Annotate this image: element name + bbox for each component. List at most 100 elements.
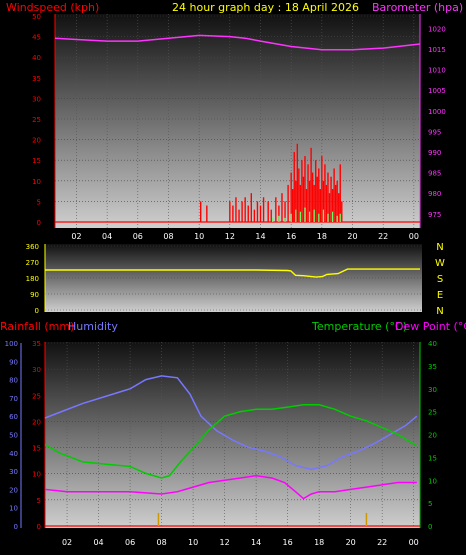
windspeed-tick-35: 35 [32, 75, 41, 83]
windspeed-tick-0: 0 [37, 219, 41, 227]
x-tick-label-10: 10 [188, 538, 198, 547]
x-tick-label-22: 22 [377, 538, 387, 547]
barometer-tick-985: 985 [428, 170, 441, 178]
humidity-tick-10: 10 [9, 505, 18, 513]
temperature-tick-0: 0 [428, 523, 432, 531]
barometer-tick-1000: 1000 [428, 108, 446, 116]
direction-tick-0: 0 [35, 307, 39, 315]
barometer-tick-1010: 1010 [428, 67, 446, 75]
windspeed-tick-40: 40 [32, 54, 41, 62]
temperature-axis: 0 5 10 15 20 25 30 35 40 [419, 340, 437, 531]
barometer-axis: 975 980 985 990 995 1000 1005 1010 1015 1020 [419, 14, 446, 228]
direction-tick-180: 180 [26, 275, 39, 283]
compass-label-W-1: W [435, 258, 445, 269]
windspeed-tick-5: 5 [37, 198, 41, 206]
barometer-tick-1020: 1020 [428, 25, 446, 33]
wind-direction-line [45, 268, 420, 278]
rainfall-tick-25: 25 [32, 392, 41, 400]
humidity-tick-40: 40 [9, 450, 18, 458]
x-tick-label-22: 22 [378, 232, 388, 241]
chart-title: 24 hour graph day : 18 April 2026 [172, 1, 359, 14]
x-tick-label-18: 18 [314, 538, 324, 547]
x-tick-label-00: 00 [409, 232, 419, 241]
temperature-tick-25: 25 [428, 409, 437, 417]
x-tick-label-12: 12 [220, 538, 230, 547]
temperature-line [44, 404, 418, 479]
temperature-tick-15: 15 [428, 454, 437, 462]
barometer-tick-980: 980 [428, 190, 441, 198]
temperature-tick-5: 5 [428, 500, 432, 508]
temperature-tick-30: 30 [428, 386, 437, 394]
dewpoint-line [44, 474, 417, 500]
barometer-tick-1015: 1015 [428, 46, 446, 54]
humidity-tick-20: 20 [9, 486, 18, 494]
barometer-axis-title: Barometer (hpa) [372, 1, 463, 14]
humidity-axis-title: Humidity [68, 320, 118, 333]
x-axis-panel-3: 02 04 06 08 10 12 14 16 18 20 22 00 [62, 538, 419, 547]
x-tick-label-14: 14 [255, 232, 265, 241]
humidity-tick-90: 90 [9, 358, 18, 366]
rainfall-tick-30: 30 [32, 366, 41, 374]
barometer-tick-990: 990 [428, 149, 441, 157]
humidity-tick-30: 30 [9, 468, 18, 476]
rain-humidity-temp-panel: 0 10 20 30 40 50 60 70 80 90 100 0 5 10 15 20 25 30 35 0 5… [5, 340, 437, 547]
direction-tick-360: 360 [26, 243, 39, 251]
x-tick-label-10: 10 [194, 232, 204, 241]
dewpoint-axis-title: Dew Point (°C) [395, 320, 466, 333]
temperature-tick-35: 35 [428, 363, 437, 371]
compass-label-N-4: N [436, 306, 443, 317]
humidity-axis: 0 10 20 30 40 50 60 70 80 90 100 [5, 340, 22, 531]
rainfall-tick-20: 20 [32, 418, 41, 426]
windspeed-tick-10: 10 [32, 178, 41, 186]
rainfall-axis: 0 5 10 15 20 25 30 35 [32, 340, 46, 531]
x-tick-label-02: 02 [62, 538, 72, 547]
direction-tick-90: 90 [30, 291, 39, 299]
x-tick-label-14: 14 [251, 538, 261, 547]
humidity-tick-100: 100 [5, 340, 18, 348]
rainfall-tick-35: 35 [32, 340, 41, 348]
rainfall-tick-15: 15 [32, 445, 41, 453]
windspeed-tick-25: 25 [32, 116, 41, 124]
humidity-tick-0: 0 [14, 523, 18, 531]
windspeed-tick-45: 45 [32, 34, 41, 42]
x-tick-label-06: 06 [133, 232, 143, 241]
temperature-tick-10: 10 [428, 477, 437, 485]
x-tick-label-18: 18 [317, 232, 327, 241]
barometer-tick-975: 975 [428, 211, 441, 219]
panel-2-bg [45, 244, 422, 312]
temperature-tick-20: 20 [428, 432, 437, 440]
compass-label-S-2: S [437, 274, 443, 285]
windspeed-axis: 0 5 10 15 20 25 30 35 40 45 50 [32, 13, 56, 228]
x-tick-label-04: 04 [93, 538, 103, 547]
humidity-line [44, 375, 418, 471]
x-tick-label-00: 00 [409, 538, 419, 547]
x-tick-label-16: 16 [286, 232, 296, 241]
windspeed-tick-50: 50 [32, 13, 41, 21]
temperature-tick-40: 40 [428, 340, 437, 348]
rainfall-tick-10: 10 [32, 471, 41, 479]
temperature-axis-title: Temperature (°C) [311, 320, 407, 333]
panel-3-bg [45, 342, 420, 528]
x-tick-label-08: 08 [163, 232, 173, 241]
humidity-tick-60: 60 [9, 413, 18, 421]
windspeed-axis-title: Windspeed (kph) [6, 1, 99, 14]
barometer-tick-1005: 1005 [428, 87, 446, 95]
rainfall-axis-title: Rainfall (mm) [0, 320, 74, 333]
compass-label-N-0: N [436, 242, 443, 253]
x-tick-label-02: 02 [71, 232, 81, 241]
windspeed-tick-15: 15 [32, 157, 41, 165]
x-tick-label-08: 08 [157, 538, 167, 547]
windspeed-tick-30: 30 [32, 95, 41, 103]
humidity-tick-70: 70 [9, 395, 18, 403]
compass-label-E-3: E [437, 290, 443, 301]
x-tick-label-20: 20 [347, 232, 357, 241]
humidity-tick-80: 80 [9, 377, 18, 385]
x-tick-label-04: 04 [102, 232, 112, 241]
direction-tick-270: 270 [26, 259, 39, 267]
rainfall-tick-0: 0 [37, 523, 41, 531]
x-axis-panel-1: 02 04 06 08 10 12 14 16 18 20 22 00 [71, 232, 419, 241]
